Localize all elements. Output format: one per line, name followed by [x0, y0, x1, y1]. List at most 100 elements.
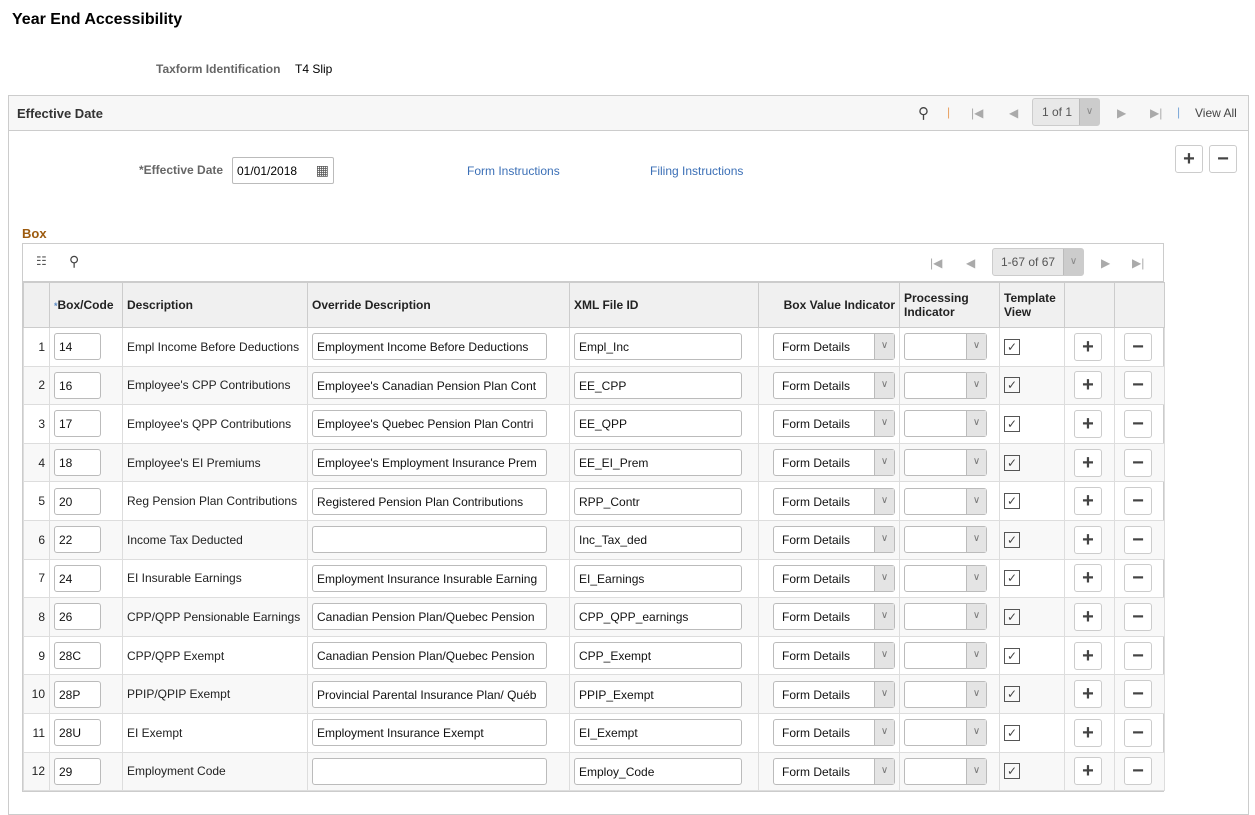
- delete-row-button[interactable]: −: [1124, 525, 1152, 554]
- box-code-input[interactable]: 28P: [54, 680, 101, 708]
- calendar-icon[interactable]: ▦: [315, 162, 329, 178]
- prev-page-icon[interactable]: ◀: [966, 256, 976, 270]
- last-page-icon[interactable]: ▶|: [1132, 256, 1145, 270]
- processing-indicator-select[interactable]: ∨: [904, 333, 987, 361]
- xml-file-id-input[interactable]: Employ_Code: [574, 757, 742, 785]
- box-value-indicator-select[interactable]: Form Details ∨: [773, 487, 895, 515]
- first-page-icon[interactable]: |◀: [971, 106, 984, 120]
- xml-file-id-input[interactable]: PPIP_Exempt: [574, 680, 742, 708]
- add-row-button[interactable]: +: [1074, 487, 1102, 516]
- box-value-indicator-select[interactable]: Form Details ∨: [773, 410, 895, 438]
- box-value-indicator-select[interactable]: Form Details ∨: [773, 564, 895, 592]
- box-value-indicator-select[interactable]: Form Details ∨: [773, 642, 895, 670]
- processing-indicator-select[interactable]: ∨: [904, 564, 987, 592]
- processing-indicator-select[interactable]: ∨: [904, 642, 987, 670]
- box-code-input[interactable]: 26: [54, 603, 101, 631]
- box-value-indicator-select[interactable]: Form Details ∨: [773, 371, 895, 399]
- view-all-link[interactable]: View All: [1195, 106, 1237, 120]
- box-code-input[interactable]: 17: [54, 410, 101, 438]
- delete-row-button[interactable]: −: [1124, 487, 1152, 516]
- override-description-input[interactable]: [312, 526, 547, 554]
- template-view-checkbox[interactable]: ✓: [1004, 686, 1020, 703]
- add-row-button[interactable]: +: [1074, 680, 1102, 709]
- search-icon[interactable]: ⚲: [69, 253, 80, 269]
- add-row-button[interactable]: +: [1074, 641, 1102, 670]
- box-value-indicator-select[interactable]: Form Details ∨: [773, 333, 895, 361]
- add-row-button[interactable]: +: [1074, 371, 1102, 400]
- delete-row-button[interactable]: −: [1124, 602, 1152, 631]
- add-row-button[interactable]: +: [1074, 718, 1102, 747]
- add-row-button[interactable]: +: [1074, 448, 1102, 477]
- override-description-input[interactable]: Registered Pension Plan Contributions: [312, 487, 547, 515]
- delete-row-button[interactable]: −: [1124, 564, 1152, 593]
- xml-file-id-input[interactable]: EE_QPP: [574, 410, 742, 438]
- delete-row-button[interactable]: −: [1124, 448, 1152, 477]
- search-icon[interactable]: ⚲: [918, 105, 929, 122]
- box-value-indicator-select[interactable]: Form Details ∨: [773, 449, 895, 477]
- override-description-input[interactable]: Provincial Parental Insurance Plan/ Québ: [312, 680, 547, 708]
- personalize-grid-icon[interactable]: ☷: [36, 254, 47, 268]
- add-row-button[interactable]: +: [1074, 757, 1102, 786]
- box-code-input[interactable]: 14: [54, 333, 101, 361]
- template-view-checkbox[interactable]: ✓: [1004, 377, 1020, 394]
- box-code-input[interactable]: 29: [54, 757, 101, 785]
- add-row-button[interactable]: +: [1074, 525, 1102, 554]
- processing-indicator-select[interactable]: ∨: [904, 603, 987, 631]
- xml-file-id-input[interactable]: EI_Exempt: [574, 719, 742, 747]
- template-view-checkbox[interactable]: ✓: [1004, 608, 1020, 625]
- override-description-input[interactable]: Employee's Employment Insurance Prem: [312, 449, 547, 477]
- add-row-button[interactable]: +: [1074, 409, 1102, 438]
- xml-file-id-input[interactable]: CPP_Exempt: [574, 642, 742, 670]
- add-row-button[interactable]: +: [1074, 332, 1102, 361]
- template-view-checkbox[interactable]: ✓: [1004, 338, 1020, 355]
- template-view-checkbox[interactable]: ✓: [1004, 415, 1020, 432]
- box-code-input[interactable]: 22: [54, 526, 101, 554]
- box-code-input[interactable]: 28U: [54, 719, 101, 747]
- box-value-indicator-select[interactable]: Form Details ∨: [773, 526, 895, 554]
- xml-file-id-input[interactable]: EE_EI_Prem: [574, 449, 742, 477]
- delete-row-button[interactable]: −: [1124, 332, 1152, 361]
- add-row-button[interactable]: +: [1175, 145, 1203, 173]
- prev-page-icon[interactable]: ◀: [1009, 106, 1019, 120]
- box-value-indicator-select[interactable]: Form Details ∨: [773, 603, 895, 631]
- xml-file-id-input[interactable]: Inc_Tax_ded: [574, 526, 742, 554]
- template-view-checkbox[interactable]: ✓: [1004, 493, 1020, 510]
- override-description-input[interactable]: Employee's Quebec Pension Plan Contri: [312, 410, 547, 438]
- template-view-checkbox[interactable]: ✓: [1004, 531, 1020, 548]
- delete-row-button[interactable]: −: [1124, 718, 1152, 747]
- next-page-icon[interactable]: ▶: [1101, 256, 1111, 270]
- delete-row-button[interactable]: −: [1124, 409, 1152, 438]
- processing-indicator-select[interactable]: ∨: [904, 757, 987, 785]
- override-description-input[interactable]: Canadian Pension Plan/Quebec Pension: [312, 642, 547, 670]
- page-selector[interactable]: 1 of 1 ∨: [1032, 98, 1100, 126]
- box-code-input[interactable]: 28C: [54, 642, 101, 670]
- xml-file-id-input[interactable]: EE_CPP: [574, 371, 742, 399]
- delete-row-button[interactable]: −: [1124, 371, 1152, 400]
- processing-indicator-select[interactable]: ∨: [904, 371, 987, 399]
- box-code-input[interactable]: 20: [54, 487, 101, 515]
- box-value-indicator-select[interactable]: Form Details ∨: [773, 719, 895, 747]
- processing-indicator-select[interactable]: ∨: [904, 487, 987, 515]
- first-page-icon[interactable]: |◀: [930, 256, 943, 270]
- processing-indicator-select[interactable]: ∨: [904, 410, 987, 438]
- override-description-input[interactable]: Employment Income Before Deductions: [312, 333, 547, 361]
- override-description-input[interactable]: Canadian Pension Plan/Quebec Pension: [312, 603, 547, 631]
- processing-indicator-select[interactable]: ∨: [904, 680, 987, 708]
- filing-instructions-link[interactable]: Filing Instructions: [650, 164, 744, 178]
- delete-row-button[interactable]: −: [1124, 680, 1152, 709]
- template-view-checkbox[interactable]: ✓: [1004, 454, 1020, 471]
- grid-page-selector[interactable]: 1-67 of 67 ∨: [992, 248, 1084, 276]
- override-description-input[interactable]: Employment Insurance Insurable Earning: [312, 564, 547, 592]
- template-view-checkbox[interactable]: ✓: [1004, 763, 1020, 780]
- xml-file-id-input[interactable]: RPP_Contr: [574, 487, 742, 515]
- effective-date-input[interactable]: 01/01/2018 ▦: [232, 157, 334, 184]
- override-description-input[interactable]: Employment Insurance Exempt: [312, 719, 547, 747]
- box-code-input[interactable]: 24: [54, 564, 101, 592]
- form-instructions-link[interactable]: Form Instructions: [467, 164, 560, 178]
- template-view-checkbox[interactable]: ✓: [1004, 647, 1020, 664]
- last-page-icon[interactable]: ▶|: [1150, 106, 1163, 120]
- processing-indicator-select[interactable]: ∨: [904, 719, 987, 747]
- xml-file-id-input[interactable]: EI_Earnings: [574, 564, 742, 592]
- template-view-checkbox[interactable]: ✓: [1004, 724, 1020, 741]
- processing-indicator-select[interactable]: ∨: [904, 449, 987, 477]
